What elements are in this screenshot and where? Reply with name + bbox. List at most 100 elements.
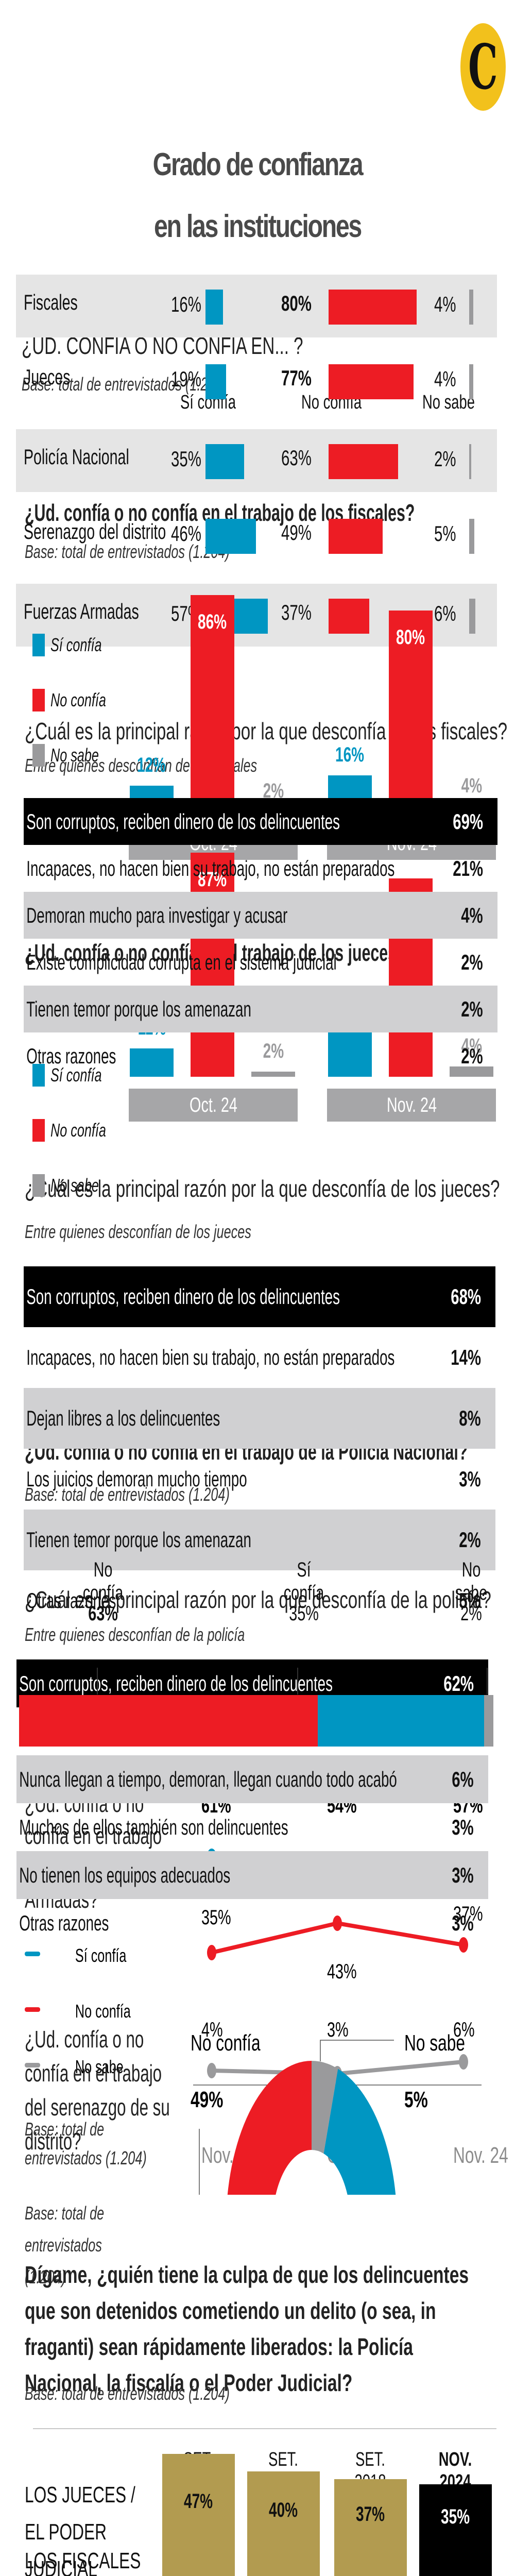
data-point <box>459 2054 468 2070</box>
legend-line-swatch <box>25 1952 40 1956</box>
reason-value: 68% <box>451 1284 481 1309</box>
bar-s--conf-a <box>130 1048 174 1077</box>
no-confia-bar <box>329 444 398 479</box>
data-point <box>207 2063 216 2078</box>
reason-value: 3% <box>452 1862 474 1887</box>
data-point <box>459 1937 468 1953</box>
stacked-category-label: No confía <box>82 1558 124 1604</box>
bar-value-label: 2% <box>263 1040 284 1062</box>
data-value-label: 37% <box>453 1902 483 1925</box>
si-confia-value: 19% <box>171 367 201 391</box>
reason-label: Son corruptos, reciben dinero de los del… <box>19 1671 333 1696</box>
table-row-band <box>16 275 497 337</box>
data-point <box>207 1945 216 1960</box>
data-value-label: 35% <box>201 1906 231 1929</box>
legend-label: No confía <box>75 2001 131 2022</box>
no-sabe-bar <box>469 444 471 479</box>
reason-label: Nunca llegan a tiempo, demoran, llegan c… <box>19 1767 397 1791</box>
table-row-band <box>16 429 497 492</box>
reason-row: No tienen los equipos adecuados 3% <box>16 1851 488 1899</box>
el-comercio-logo: C <box>460 23 506 111</box>
reason-label: Existe complicidad corrupta en el sistem… <box>26 950 337 974</box>
stacked-segment <box>318 1695 484 1747</box>
row-divider <box>33 2428 496 2429</box>
reason-row: Incapaces, no hacen bien su trabajo, no … <box>24 1327 495 1388</box>
legend-label: No sabe <box>75 2057 124 2078</box>
data-value-label: 4% <box>201 2018 223 2041</box>
data-value-label: 43% <box>327 1960 357 1983</box>
label-tick <box>297 1668 298 1694</box>
no-confia-bar <box>329 599 370 634</box>
reason-value: 3% <box>452 1815 474 1839</box>
reason-label: Otras razones <box>26 1043 116 1068</box>
no-sabe-value: 6% <box>434 601 456 625</box>
no-sabe-bar <box>469 599 475 634</box>
reason-value: 21% <box>453 856 483 880</box>
razon-jueces-subtitle: Entre quienes desconfían de los jueces <box>25 1221 251 1242</box>
no-confia-bar <box>329 364 414 399</box>
bar-no-sabe <box>251 1072 295 1077</box>
reason-label: Incapaces, no hacen bien su trabajo, no … <box>26 856 395 880</box>
culpa-value-label: 40% <box>269 2499 298 2522</box>
reason-label: Son corruptos, reciben dinero de los del… <box>26 809 340 834</box>
no-confia-bar <box>329 519 383 554</box>
row-label: Fuerzas Armadas <box>24 599 139 623</box>
donut-slice <box>323 2069 396 2195</box>
reason-value: 14% <box>451 1345 481 1369</box>
period-label-text: Oct. 24 <box>189 1094 237 1116</box>
reason-row: Son corruptos, reciben dinero de los del… <box>24 1266 495 1327</box>
reason-label: Tienen temor porque los amenazan <box>26 1528 251 1552</box>
reason-label: Incapaces, no hacen bien su trabajo, no … <box>26 1345 395 1369</box>
legend-swatch <box>32 744 45 767</box>
no-sabe-value: 4% <box>434 367 456 391</box>
reason-row: Otras razones 3% <box>16 1899 488 1947</box>
reason-label: Tienen temor porque los amenazan <box>26 996 251 1021</box>
reason-value: 4% <box>461 903 483 927</box>
legend-label: No sabe <box>50 1175 99 1196</box>
razon-policia-subtitle: Entre quienes desconfían de la policía <box>25 1624 245 1645</box>
bar-value-label: 86% <box>198 611 227 633</box>
row-label: Jueces <box>24 365 71 389</box>
si-confia-value: 46% <box>171 521 201 546</box>
policia-subtitle: Base: total de entrevistados (1.204) <box>25 1484 230 1505</box>
culpa-row-label: LOS FISCALES / LA FISCALÍA <box>25 2548 141 2573</box>
reason-row: Demoran mucho para investigar y acusar 4% <box>24 892 497 939</box>
slice-value-label: 5% <box>404 2087 428 2112</box>
reason-row: Tienen temor porque los amenazan 2% <box>24 986 497 1032</box>
no-sabe-bar <box>469 519 474 554</box>
stacked-segment <box>19 1695 318 1747</box>
bar-value-label: 16% <box>335 743 365 766</box>
legend-label: Sí confía <box>50 1064 102 1086</box>
no-confia-value: 37% <box>281 600 312 624</box>
reason-row: Son corruptos, reciben dinero de los del… <box>24 798 497 845</box>
bar-s--conf-a <box>328 1028 372 1077</box>
si-confia-value: 35% <box>171 447 201 471</box>
slice-category-label: No sabe <box>404 2030 465 2056</box>
reason-value: 6% <box>452 1767 474 1791</box>
reason-row: Nunca llegan a tiempo, demoran, llegan c… <box>16 1755 488 1803</box>
culpa-value-label: 35% <box>441 2505 470 2528</box>
reason-value: 2% <box>461 996 483 1021</box>
si-confia-bar <box>205 444 244 479</box>
stacked-category-label: Sí confía <box>283 1558 324 1604</box>
si-confia-bar <box>205 519 256 554</box>
legend-line-swatch <box>25 2063 40 2067</box>
bar-value-label: 4% <box>461 1035 482 1057</box>
reason-value: 8% <box>459 1406 481 1430</box>
no-confia-value: 80% <box>281 291 312 315</box>
no-sabe-value: 5% <box>434 521 456 546</box>
row-label: Serenazgo del distrito <box>24 519 166 544</box>
reason-value: 2% <box>461 950 483 974</box>
reason-label: Otras razones <box>19 1910 109 1935</box>
reason-value: 5% <box>459 1588 481 1613</box>
culpa-value-label: 47% <box>184 2489 213 2513</box>
bar-no-conf-a <box>191 853 234 1077</box>
culpa-subtitle: Base: total de entrevistados (1.204) <box>25 2383 230 2404</box>
reason-value: 2% <box>459 1528 481 1552</box>
reason-row: Tienen temor porque los amenazan 2% <box>24 1510 495 1570</box>
reason-label: Otras razones <box>26 1588 116 1613</box>
legend-swatch <box>32 1174 45 1197</box>
culpa-value-label: 37% <box>356 2502 385 2526</box>
reason-row: Otras razones 2% <box>24 1032 497 1079</box>
data-value-label: 6% <box>453 2018 475 2041</box>
